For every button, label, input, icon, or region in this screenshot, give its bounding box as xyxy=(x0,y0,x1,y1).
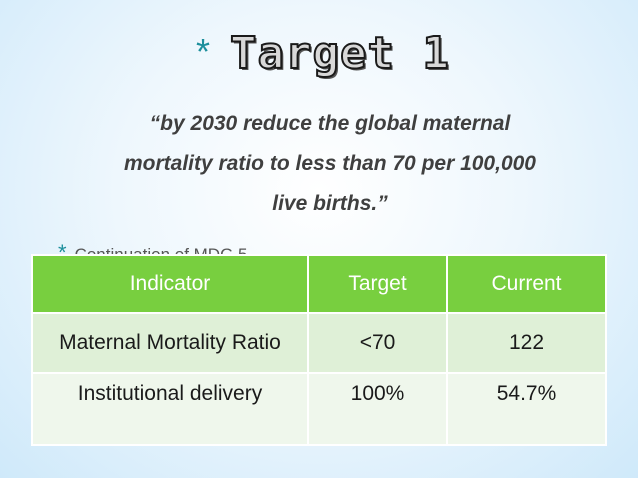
quote-line-2: mortality ratio to less than 70 per 100,… xyxy=(123,152,536,175)
slide-title: Target 1 xyxy=(229,28,450,79)
table-header-row: Indicator Target Current xyxy=(31,254,607,314)
table-row: Institutional delivery 100% 54.7% xyxy=(31,372,607,446)
quote-line-1: “by 2030 reduce the global maternal xyxy=(149,112,511,135)
header-indicator: Indicator xyxy=(31,254,309,314)
bullet-star-icon: * xyxy=(58,240,67,265)
cell-target: <70 xyxy=(307,312,448,374)
cell-current: 122 xyxy=(446,312,607,374)
indicator-table: Indicator Target Current Maternal Mortal… xyxy=(31,254,607,446)
cell-indicator: Maternal Mortality Ratio xyxy=(31,312,309,374)
header-target: Target xyxy=(307,254,448,314)
cell-indicator: Institutional delivery xyxy=(31,372,309,446)
quote-line-3: live births.” xyxy=(272,192,388,215)
cell-target: 100% xyxy=(307,372,448,446)
title-bullet-icon: * xyxy=(196,31,211,72)
target-quote: “by 2030 reduce the global maternal mort… xyxy=(60,104,600,224)
table-row: Maternal Mortality Ratio <70 122 xyxy=(31,312,607,374)
cell-current: 54.7% xyxy=(446,372,607,446)
header-current: Current xyxy=(446,254,607,314)
